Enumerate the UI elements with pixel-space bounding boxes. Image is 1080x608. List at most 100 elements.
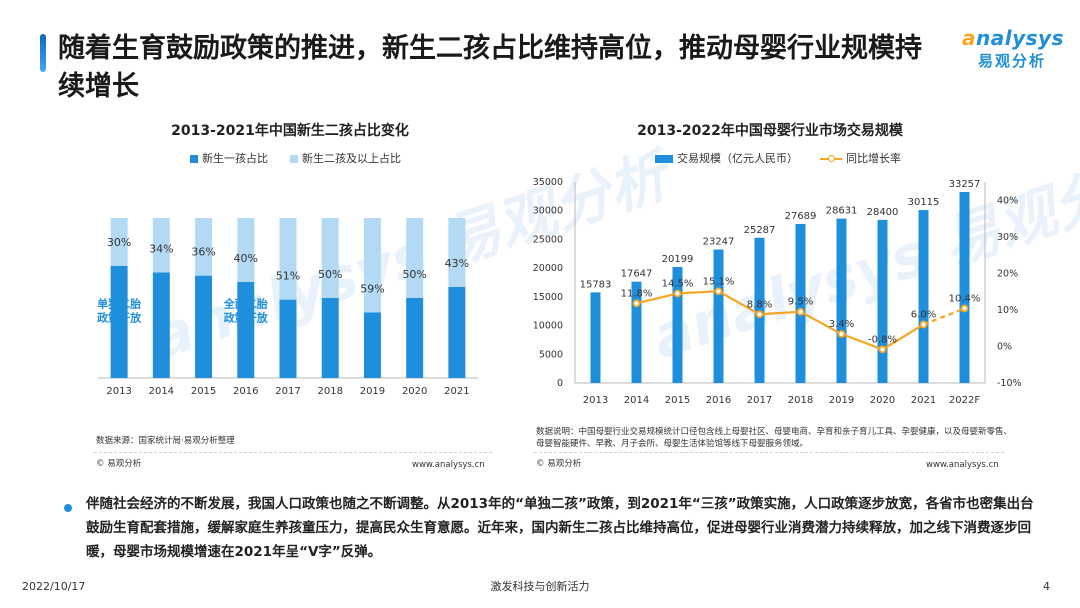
x-tick-label-2016: 2016 — [233, 386, 258, 397]
data-label-2019: 59% — [360, 282, 384, 295]
policy-annotation-2013-line2: 政策开放 — [97, 311, 142, 325]
bar-value-label-2018: 27689 — [785, 211, 817, 222]
x-tick-label-2014: 2014 — [149, 386, 174, 397]
x-tick-label-2018: 2018 — [317, 386, 342, 397]
growth-rate-forecast-line — [923, 307, 965, 326]
growth-point-2016 — [714, 287, 723, 296]
page-number: 4 — [1043, 580, 1050, 593]
x-tick-label-2020: 2020 — [870, 395, 895, 406]
bar-first-child-2020 — [406, 298, 424, 378]
bar-trade-scale-2021 — [918, 210, 929, 383]
growth-point-2018 — [796, 307, 805, 316]
body-paragraph: 伴随社会经济的不断发展，我国人口政策也随之不断调整。从2013年的“单独二孩”政… — [86, 496, 1034, 560]
legend-item-growth-rate: 同比增长率 — [820, 150, 901, 166]
x-tick-label-2022F: 2022F — [949, 395, 980, 406]
analysys-logo: analysys 易观分析 — [962, 26, 1063, 78]
x-tick-label-2021: 2021 — [444, 386, 469, 397]
bar-value-label-2020: 28400 — [867, 207, 899, 218]
growth-rate-line — [636, 290, 925, 351]
legend-swatch-second-child — [290, 155, 298, 163]
footer-tagline: 激发科技与创新活力 — [490, 580, 590, 593]
growth-point-2017 — [755, 310, 764, 319]
right-separator — [534, 452, 1004, 453]
right-y-tick-40%: 40% — [997, 195, 1018, 206]
bar-trade-scale-2017 — [754, 237, 765, 383]
bar-value-label-2019: 28631 — [826, 206, 858, 217]
policy-annotation-2016-line1: 全面二胎 — [223, 297, 268, 311]
left-y-tick-35000: 35000 — [533, 177, 563, 188]
data-label-2015: 36% — [191, 246, 215, 259]
policy-annotation-2013-line1: 单独二胎 — [97, 297, 141, 311]
bar-second-child-2013 — [110, 218, 128, 266]
right-chart-title: 2013-2022年中国母婴行业市场交易规模 — [637, 123, 903, 139]
right-y-tick-20%: 20% — [997, 268, 1018, 279]
data-label-2013: 30% — [107, 236, 131, 249]
growth-label-2019: 3.4% — [829, 319, 854, 330]
bar-first-child-2018 — [321, 298, 339, 378]
left-y-tick-30000: 30000 — [533, 206, 563, 217]
bar-trade-scale-2015 — [672, 267, 683, 383]
x-tick-label-2019: 2019 — [829, 395, 854, 406]
growth-label-2018: 9.5% — [788, 297, 813, 308]
data-label-2020: 50% — [402, 268, 426, 281]
bar-value-label-2017: 25287 — [744, 225, 776, 236]
right-y-tick--10%: -10% — [997, 378, 1022, 389]
left-y-tick-10000: 10000 — [533, 321, 563, 332]
legend-swatch-growth-rate — [820, 154, 842, 164]
legend-item-trade-scale: 交易规模（亿元人民币） — [655, 150, 798, 166]
logo-chinese: 易观分析 — [978, 52, 1047, 70]
left-source-note: 数据来源：国家统计局·易观分析整理 — [96, 436, 235, 446]
left-y-tick-5000: 5000 — [539, 349, 563, 360]
growth-point-2015 — [673, 289, 682, 298]
page-title: 随着生育鼓励政策的推进，新生二孩占比维持高位，推动母婴行业规模持续增长 — [58, 33, 922, 102]
left-copyright: © 易观分析 — [96, 459, 142, 469]
growth-point-2020 — [878, 345, 887, 354]
left-chart-title: 2013-2021年中国新生二孩占比变化 — [171, 123, 409, 139]
growth-label-2022F: 10.4% — [949, 293, 981, 304]
data-label-2018: 50% — [318, 268, 342, 281]
footer-date: 2022/10/17 — [22, 580, 86, 593]
bar-second-child-2019 — [363, 218, 381, 313]
left-separator — [94, 452, 492, 453]
right-y-tick-10%: 10% — [997, 305, 1018, 316]
legend-swatch-trade-scale — [655, 155, 673, 163]
right-y-tick-0%: 0% — [997, 341, 1012, 352]
bar-first-child-2017 — [279, 299, 297, 378]
x-tick-label-2017: 2017 — [747, 395, 772, 406]
x-tick-label-2014: 2014 — [624, 395, 649, 406]
bar-second-child-2018 — [321, 218, 339, 298]
bar-trade-scale-2020 — [877, 219, 888, 383]
right-y-tick-30%: 30% — [997, 232, 1018, 243]
title-accent-bar — [40, 34, 46, 72]
bar-second-child-2014 — [152, 218, 170, 273]
bar-second-child-2020 — [406, 218, 424, 298]
data-label-2021: 43% — [445, 257, 469, 270]
bar-trade-scale-2022F — [959, 192, 970, 383]
bar-value-label-2013: 15783 — [580, 279, 612, 290]
bar-first-child-2014 — [152, 272, 170, 378]
left-y-tick-20000: 20000 — [533, 263, 563, 274]
growth-point-2022F — [960, 304, 969, 313]
growth-label-2020: -0.8% — [868, 334, 897, 345]
bar-first-child-2015 — [195, 275, 213, 378]
right-url: www.analysys.cn — [926, 460, 999, 470]
bar-first-child-2016 — [237, 282, 255, 378]
bar-trade-scale-2018 — [795, 223, 806, 383]
growth-label-2014: 11.8% — [621, 288, 653, 299]
bar-trade-scale-2016 — [713, 249, 724, 383]
growth-label-2016: 15.1% — [703, 276, 735, 287]
bar-second-child-2021 — [448, 218, 466, 287]
bar-first-child-2013 — [110, 266, 128, 378]
bar-first-child-2021 — [448, 286, 466, 378]
bar-second-child-2017 — [279, 218, 297, 300]
growth-label-2015: 14.5% — [662, 278, 694, 289]
bar-value-label-2015: 20199 — [662, 254, 694, 265]
left-y-tick-15000: 15000 — [533, 292, 563, 303]
x-tick-label-2017: 2017 — [275, 386, 300, 397]
left-stacked-bar-chart: 30% 2013 34% 2014 36% 2015 40% 2016 51% 2017 50% 20… — [97, 218, 478, 397]
x-tick-label-2013: 2013 — [583, 395, 608, 406]
x-tick-label-2015: 2015 — [191, 386, 216, 397]
bullet-dot — [64, 504, 72, 512]
right-chart-legend: 交易规模（亿元人民币） 同比增长率 — [655, 150, 901, 166]
legend-item-first-child: 新生一孩占比 — [190, 150, 268, 166]
